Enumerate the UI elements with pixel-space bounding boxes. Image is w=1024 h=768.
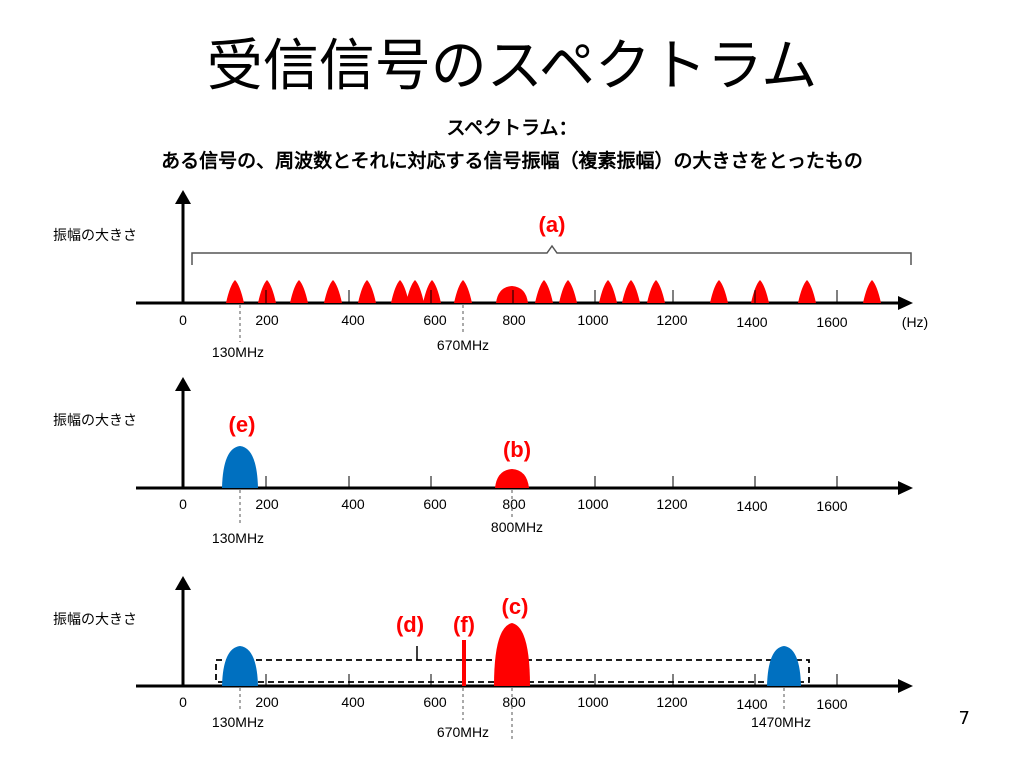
signal-peak-blue-1470: [767, 646, 801, 686]
tick-label: 200: [255, 694, 279, 710]
callout-e: (e): [229, 412, 256, 437]
peak: [599, 280, 617, 303]
subtitle-line-1: スペクトラム：: [446, 117, 578, 139]
tick-label: 1600: [816, 314, 847, 330]
peak: [863, 280, 881, 303]
tick-label: 0: [179, 496, 187, 512]
signal-peaks: [226, 280, 881, 303]
panel-1: 振幅の大きさ (a): [53, 190, 928, 360]
y-axis-arrow: [175, 377, 191, 391]
signal-peak-red: [495, 469, 529, 488]
tick-label: 1400: [736, 696, 767, 712]
peak: [391, 280, 409, 303]
tick-label: 1400: [736, 498, 767, 514]
freq-label-130mhz: 130MHz: [212, 714, 264, 730]
tick-label: 1600: [816, 498, 847, 514]
tick-label: 200: [255, 496, 279, 512]
callout-a: (a): [539, 212, 566, 237]
signal-peak-blue-130: [222, 646, 258, 686]
peak: [559, 280, 577, 303]
freq-label-1470mhz: 1470MHz: [751, 714, 811, 730]
page-number: 7: [958, 708, 970, 729]
peak: [226, 280, 244, 303]
tick-label: 400: [341, 496, 365, 512]
y-axis-arrow: [175, 576, 191, 590]
tick-label: 600: [423, 312, 447, 328]
tick-label: 600: [423, 694, 447, 710]
tick-label: 1000: [577, 312, 608, 328]
x-ticks: [265, 290, 838, 303]
peak: [454, 280, 472, 303]
y-axis-label: 振幅の大きさ: [53, 611, 137, 627]
peak: [751, 280, 769, 303]
peak: [535, 280, 553, 303]
x-tick-labels: 0 200 400 600 800 1000 1200 1400 1600: [179, 694, 848, 712]
tick-label: 200: [255, 312, 279, 328]
bracket-a: [191, 244, 912, 265]
peak: [258, 280, 276, 303]
tick-label: 1200: [656, 312, 687, 328]
tick-label: 600: [423, 496, 447, 512]
peak: [358, 280, 376, 303]
callout-b: (b): [503, 437, 531, 462]
x-ticks: [265, 476, 838, 488]
callout-d: (d): [396, 612, 424, 637]
tick-label: 1000: [577, 694, 608, 710]
signal-peak-red-800: [494, 623, 530, 686]
y-axis-label: 振幅の大きさ: [53, 412, 137, 428]
panel-2: 振幅の大きさ (e) (b) 0 200 400 600 800 100: [53, 377, 913, 546]
x-tick-labels: 0 200 400 600 800 1000 1200 1400 1600: [179, 496, 848, 514]
tick-label: 1400: [736, 314, 767, 330]
tick-label: 800: [502, 496, 526, 512]
freq-label-670mhz: 670MHz: [437, 724, 489, 740]
tick-label: 1200: [656, 496, 687, 512]
peak: [622, 280, 640, 303]
freq-label-130mhz: 130MHz: [212, 344, 264, 360]
peak: [798, 280, 816, 303]
slide-title: 受信信号のスペクトラム: [206, 34, 818, 99]
signal-peak-blue: [222, 446, 258, 488]
peak: [324, 280, 342, 303]
peak: [290, 280, 308, 303]
peak: [406, 280, 424, 303]
callout-c: (c): [502, 594, 529, 619]
peak: [647, 280, 665, 303]
x-axis-arrow: [898, 679, 913, 693]
freq-label-800mhz: 800MHz: [491, 519, 543, 535]
tick-label: 800: [502, 694, 526, 710]
peak: [423, 280, 441, 303]
peak-wide: [496, 286, 528, 303]
y-axis-arrow: [175, 190, 191, 204]
tick-label: 1000: [577, 496, 608, 512]
tick-label: 0: [179, 694, 187, 710]
panel-3: 振幅の大きさ (d) (f) (c) 0: [53, 576, 913, 740]
freq-label-130mhz: 130MHz: [212, 530, 264, 546]
tick-label: 0: [179, 312, 187, 328]
x-axis-arrow: [898, 481, 913, 495]
x-ticks: [265, 674, 838, 686]
tick-label: 1200: [656, 694, 687, 710]
tick-label: 800: [502, 312, 526, 328]
x-tick-labels: 0 200 400 600 800 1000 1200 1400 1600 (H…: [179, 312, 928, 330]
peak: [710, 280, 728, 303]
tick-label: 1600: [816, 696, 847, 712]
freq-label-670mhz: 670MHz: [437, 337, 489, 353]
callout-f: (f): [453, 612, 475, 637]
tick-label: 400: [341, 694, 365, 710]
subtitle-line-2: ある信号の、周波数とそれに対応する信号振幅（複素振幅）の大きさをとったもの: [161, 150, 863, 172]
x-axis-arrow: [898, 296, 913, 310]
tick-label: 400: [341, 312, 365, 328]
y-axis-label: 振幅の大きさ: [53, 227, 137, 243]
axis-unit: (Hz): [902, 314, 928, 330]
signal-line-f: [462, 640, 466, 686]
